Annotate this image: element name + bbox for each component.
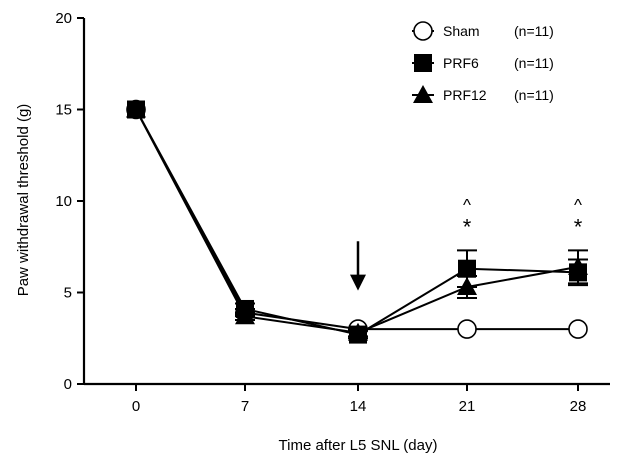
legend-label: PRF6 (443, 55, 479, 71)
x-tick-label: 14 (350, 398, 367, 415)
legend-item-sham: Sham (n=11) (412, 21, 554, 41)
data-point (235, 306, 255, 325)
y-tick-label: 15 (55, 102, 72, 119)
significance-mark: * (574, 214, 583, 239)
annotations: ^*^* (350, 196, 583, 291)
series-prf12 (126, 99, 588, 341)
significance-mark: ^ (463, 196, 471, 215)
data-point (126, 99, 146, 118)
series-line (135, 109, 579, 336)
y-tick-label: 20 (55, 10, 72, 27)
legend-marker (413, 85, 433, 103)
legend-marker (414, 54, 432, 72)
legend: Sham (n=11) PRF6 (n=11) PRF12 (n=11) (412, 21, 554, 103)
series-layer (126, 99, 588, 344)
x-tick-label: 28 (570, 398, 587, 415)
y-tick-label: 5 (64, 285, 72, 302)
x-tick-label: 21 (459, 398, 476, 415)
series-line (135, 109, 579, 334)
y-axis-title: Paw withdrawal threshold (g) (15, 104, 32, 297)
significance-mark: * (463, 214, 472, 239)
data-point (568, 256, 588, 275)
x-tick-label: 7 (241, 398, 249, 415)
legend-marker (413, 21, 433, 41)
axes: 0 5 10 15 20 0 7 14 21 28 (55, 10, 610, 415)
legend-n-label: (n=11) (514, 55, 554, 71)
data-point (458, 259, 476, 278)
legend-label: PRF12 (443, 87, 487, 103)
arrow-head (350, 274, 366, 291)
legend-item-prf12: PRF12 (n=11) (412, 85, 554, 103)
y-tick-label: 10 (55, 193, 72, 210)
legend-label: Sham (443, 23, 480, 39)
significance-mark: ^ (574, 196, 582, 215)
x-axis-title: Time after L5 SNL (day) (279, 437, 438, 454)
data-point (348, 322, 368, 341)
legend-n-label: (n=11) (514, 87, 554, 103)
legend-item-prf6: PRF6 (n=11) (412, 54, 554, 72)
x-tick-label: 0 (132, 398, 140, 415)
data-point (568, 319, 588, 339)
data-point (457, 319, 477, 339)
series-line (135, 109, 578, 331)
y-tick-label: 0 (64, 376, 72, 393)
legend-n-label: (n=11) (514, 23, 554, 39)
data-point (457, 277, 477, 296)
